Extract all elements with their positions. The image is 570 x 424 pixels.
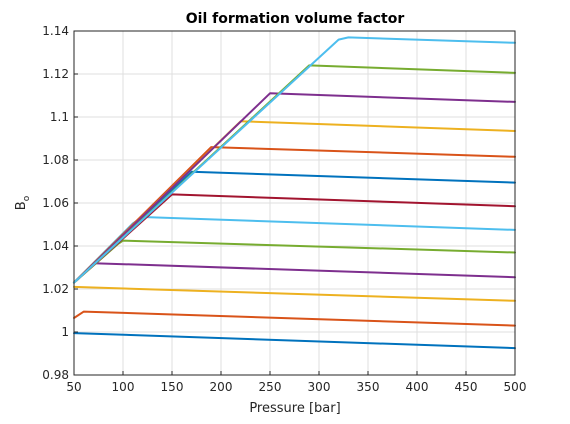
y-axis-label-main: B <box>14 201 29 210</box>
svg-text:Bo: Bo <box>14 195 32 210</box>
y-tick-label: 1.1 <box>50 110 69 124</box>
y-axis-label: Bo <box>14 195 32 210</box>
x-tick-label: 300 <box>308 380 331 394</box>
series-line-13 <box>73 36 516 284</box>
chart-title: Oil formation volume factor <box>186 11 405 27</box>
x-tick-label: 200 <box>210 380 233 394</box>
series-line-3 <box>73 285 516 302</box>
x-tick-label: 350 <box>357 380 380 394</box>
series-layer <box>73 36 516 350</box>
y-tick-label: 1.12 <box>42 67 69 81</box>
x-tick-label: 50 <box>66 380 81 394</box>
series-line-11 <box>73 92 516 284</box>
x-tick-label: 100 <box>112 380 135 394</box>
series-line-1 <box>73 332 516 350</box>
y-tick-label: 1.02 <box>42 282 69 296</box>
y-tick-label: 1.04 <box>42 239 69 253</box>
x-tick-label: 250 <box>259 380 282 394</box>
y-tick-label: 0.98 <box>42 368 69 382</box>
x-tick-label: 450 <box>455 380 478 394</box>
y-tick-label: 1.14 <box>42 24 69 38</box>
x-tick-label: 150 <box>161 380 184 394</box>
y-tick-label: 1 <box>61 325 69 339</box>
x-tick-label: 500 <box>504 380 527 394</box>
y-axis-label-subscript: o <box>22 195 32 201</box>
ticks-layer: 50 100 150 200 250 300 350 400 450 500 0.98 1 1.02 1.… <box>42 24 526 394</box>
x-tick-label: 400 <box>406 380 429 394</box>
x-axis-label: Pressure [bar] <box>249 401 340 416</box>
y-tick-label: 1.08 <box>42 153 69 167</box>
y-tick-label: 1.06 <box>42 196 69 210</box>
series-line-2 <box>73 310 516 327</box>
